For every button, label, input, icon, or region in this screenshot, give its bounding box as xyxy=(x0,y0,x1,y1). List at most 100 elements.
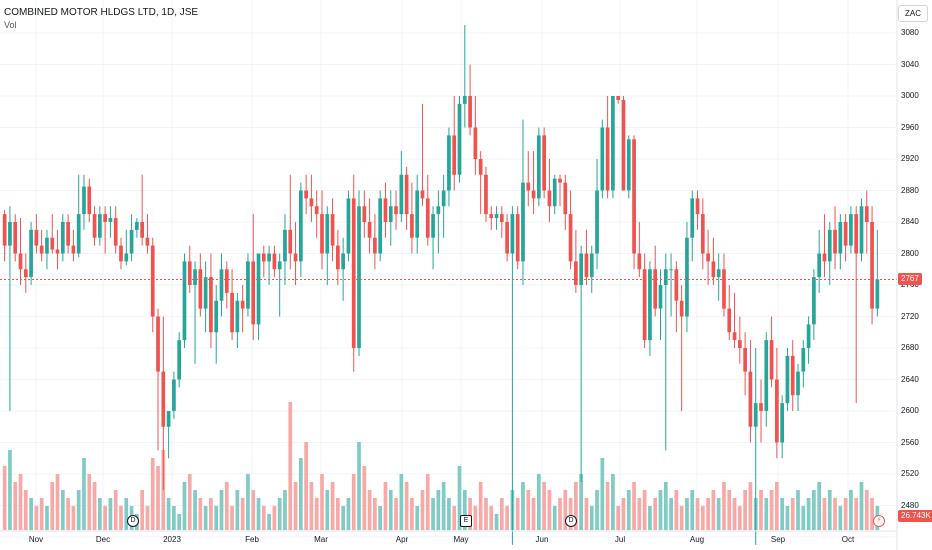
candle-body xyxy=(626,139,631,191)
chart-legend: COMBINED MOTOR HLDGS LTD, 1D, JSE Vol xyxy=(4,6,198,32)
candle-body xyxy=(187,261,192,285)
split-marker[interactable]: ⚡ xyxy=(873,515,885,527)
candle-body xyxy=(574,261,578,285)
volume-bar xyxy=(706,498,710,530)
volume-bar xyxy=(383,482,388,530)
chart-subtitle: Vol xyxy=(4,20,17,30)
candle-body xyxy=(727,308,732,333)
volume-bar xyxy=(679,506,684,530)
volume-bar xyxy=(558,498,562,530)
candle-body xyxy=(484,174,488,215)
candle-body xyxy=(261,253,266,262)
candle-body xyxy=(351,198,356,348)
volume-bar xyxy=(325,490,330,530)
volume-bar xyxy=(521,482,525,530)
candle-body xyxy=(129,229,134,254)
volume-bar xyxy=(399,474,404,530)
candle-body xyxy=(103,214,107,222)
candle-body xyxy=(838,222,843,254)
candle-body xyxy=(700,214,705,254)
candle-body xyxy=(716,269,721,278)
candle-body xyxy=(92,214,97,238)
price-tick-label: 2600 xyxy=(901,406,919,415)
volume-bar xyxy=(150,458,155,530)
price-tick-label: 2560 xyxy=(901,437,919,447)
volume-bar xyxy=(66,498,70,530)
candle-body xyxy=(759,403,763,411)
volume-bar xyxy=(261,506,266,530)
candle-body xyxy=(870,222,874,309)
candle-body xyxy=(2,214,7,246)
volume-bar xyxy=(320,474,324,530)
volume-bar xyxy=(478,482,483,530)
volume-bar xyxy=(34,506,39,530)
earnings-marker[interactable]: E xyxy=(460,515,472,527)
candle-body xyxy=(357,206,361,348)
candle-body xyxy=(764,340,769,411)
volume-bar xyxy=(219,490,224,530)
price-tick-label: 2640 xyxy=(901,374,919,384)
candle-body xyxy=(521,182,525,262)
dividend-marker[interactable]: D xyxy=(565,515,577,527)
candle-body xyxy=(76,214,81,254)
volume-bar xyxy=(13,482,18,530)
candle-body xyxy=(373,237,377,254)
volume-bar xyxy=(172,506,176,530)
candle-body xyxy=(325,214,330,254)
volume-bar xyxy=(8,450,12,530)
last-volume-tag: 26.743K xyxy=(898,510,932,522)
volume-bar xyxy=(700,506,705,530)
volume-bar xyxy=(769,490,774,530)
candle-body xyxy=(336,245,340,270)
volume-bar xyxy=(2,466,7,530)
candle-body xyxy=(447,135,451,191)
volume-bar xyxy=(838,506,843,530)
price-tick-label: 3000 xyxy=(901,91,919,100)
volume-bar xyxy=(283,490,287,530)
volume-bar xyxy=(547,490,552,530)
last-price-tag: 2767 xyxy=(898,273,922,286)
candle-body xyxy=(632,139,636,254)
candle-body xyxy=(531,190,536,199)
candle-body xyxy=(23,269,28,278)
volume-bar xyxy=(193,490,197,530)
currency-badge[interactable]: ZAC xyxy=(898,5,928,22)
volume-bar xyxy=(526,490,531,530)
volume-bar xyxy=(214,506,219,530)
volume-bar xyxy=(39,498,44,530)
candle-body xyxy=(71,245,76,254)
volume-bar xyxy=(764,498,769,530)
volume-bar xyxy=(203,506,208,530)
candle-body xyxy=(775,379,779,443)
candle-body xyxy=(97,214,102,238)
volume-bar xyxy=(759,490,763,530)
dividend-marker[interactable]: D xyxy=(127,515,139,527)
volume-bar xyxy=(23,490,28,530)
candle-body xyxy=(558,178,562,183)
candle-body xyxy=(45,237,49,254)
volume-bar xyxy=(489,506,494,530)
volume-bar xyxy=(536,474,541,530)
volume-bar xyxy=(293,482,298,530)
candle-body xyxy=(235,300,240,333)
candle-body xyxy=(854,214,859,254)
candle-body xyxy=(833,229,837,254)
volume-bar xyxy=(505,506,509,530)
candle-body xyxy=(642,269,647,341)
candle-body xyxy=(378,198,383,254)
volume-bar xyxy=(436,490,441,530)
time-tick-label: Mar xyxy=(314,535,328,544)
volume-bar xyxy=(240,498,245,530)
volume-bar xyxy=(452,506,457,530)
candle-body xyxy=(827,229,832,262)
candle-body xyxy=(753,403,758,427)
volume-bar xyxy=(542,482,546,530)
volume-bar xyxy=(648,506,652,530)
volume-bar xyxy=(124,498,129,530)
volume-bar xyxy=(288,402,293,530)
candle-body xyxy=(277,261,282,270)
candle-body xyxy=(737,340,742,348)
volume-bar xyxy=(589,506,594,530)
volume-bar xyxy=(410,498,414,530)
candle-body xyxy=(579,253,584,285)
